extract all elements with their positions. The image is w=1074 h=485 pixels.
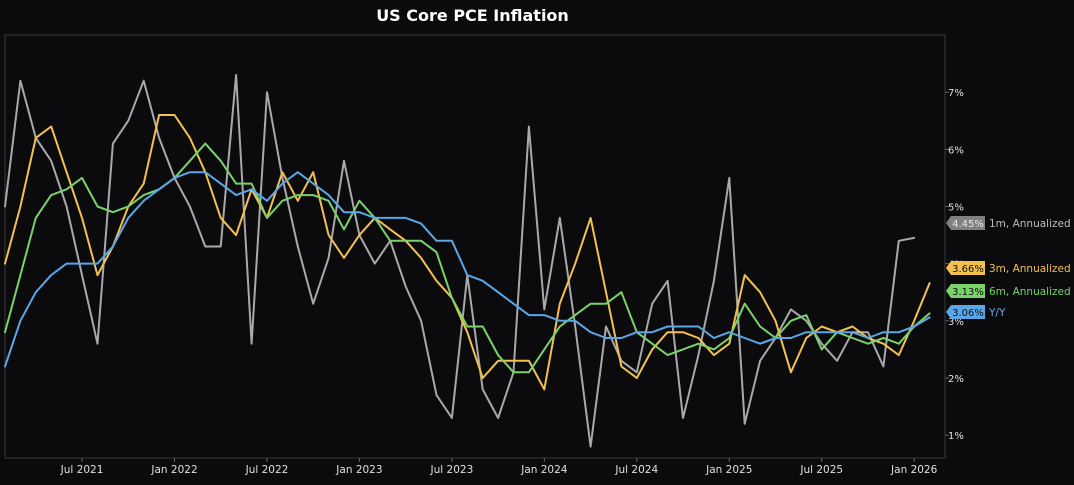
- x-tick-label: Jul 2022: [245, 464, 289, 476]
- value-tag-label: 3.13%: [952, 287, 984, 298]
- y-tick-label: 3%: [948, 317, 964, 328]
- y-tick-label: 5%: [948, 202, 964, 213]
- series-name-label: Y/Y: [988, 307, 1006, 319]
- value-tag-label: 4.45%: [952, 219, 984, 230]
- series-line-3m-annualized: [4, 114, 931, 391]
- value-tag-box: [946, 305, 985, 319]
- series-line-1m-annualized: [4, 74, 916, 448]
- value-tag-box: [946, 261, 985, 275]
- x-tick-label: Jan 2022: [150, 464, 197, 476]
- y-tick-label: 7%: [948, 88, 964, 99]
- series-end-tag: 4.45% 1m, Annualized: [946, 216, 1071, 230]
- x-tick-label: Jan 2023: [335, 464, 382, 476]
- x-tick-label: Jan 2025: [705, 464, 752, 476]
- series-end-tag: 3.06% Y/Y: [946, 305, 1006, 319]
- value-tag-label: 3.06%: [952, 308, 984, 319]
- x-tick-label: Jul 2025: [799, 464, 843, 476]
- value-tag-box: [946, 284, 985, 298]
- y-tick-label: 1%: [948, 431, 964, 442]
- series-end-tag: 3.66% 3m, Annualized: [946, 261, 1071, 275]
- chart-title: US Core PCE Inflation: [376, 6, 569, 25]
- x-tick-label: Jul 2024: [614, 464, 658, 476]
- value-tag-box: [946, 216, 985, 230]
- y-tick-label: 2%: [948, 374, 964, 385]
- x-tick-label: Jan 2024: [520, 464, 568, 476]
- value-tag-label: 3.66%: [952, 264, 984, 275]
- series-end-tag: 3.13% 6m, Annualized: [946, 284, 1071, 298]
- plot-frame: [4, 34, 946, 459]
- series-name-label: 6m, Annualized: [989, 286, 1071, 298]
- x-tick-label: Jul 2021: [60, 464, 104, 476]
- x-tick-label: Jan 2026: [890, 464, 938, 476]
- series-name-label: 3m, Annualized: [989, 263, 1071, 275]
- series-name-label: 1m, Annualized: [989, 218, 1071, 230]
- x-tick-label: Jul 2023: [430, 464, 474, 476]
- series-line-y-y: [4, 171, 931, 368]
- y-tick-label: 6%: [948, 145, 964, 156]
